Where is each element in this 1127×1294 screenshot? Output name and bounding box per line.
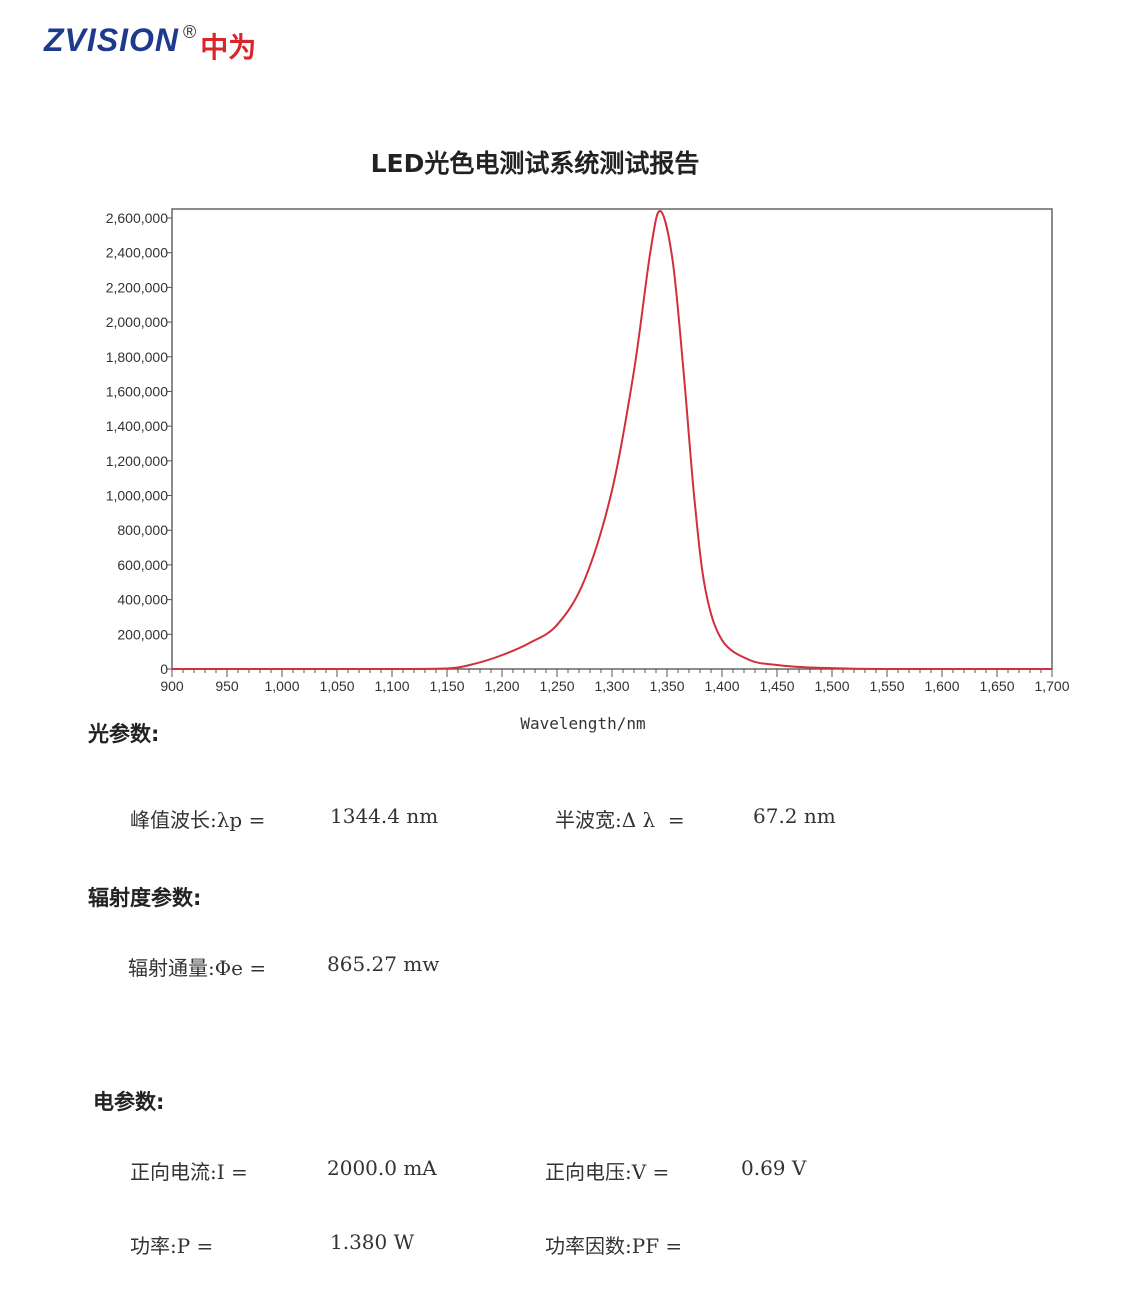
y-tick-label: 1,000,000 — [106, 488, 168, 504]
y-tick-label: 1,200,000 — [106, 453, 168, 469]
logo: ZVISION ® 中为 — [44, 22, 256, 66]
y-tick-label: 2,000,000 — [106, 314, 168, 330]
x-tick-label: 1,250 — [539, 678, 574, 694]
electrical-heading: 电参数: — [93, 1090, 165, 1114]
registered-mark: ® — [183, 22, 197, 42]
voltage-label: 正向电压:V = — [545, 1160, 670, 1184]
current-label: 正向电流:I = — [130, 1160, 248, 1184]
x-tick-label: 1,150 — [429, 678, 464, 694]
current-value: 2000.0 mA — [327, 1156, 437, 1180]
plot-frame — [171, 208, 1053, 670]
y-tick-label: 2,400,000 — [106, 245, 168, 261]
logo-chinese: 中为 — [200, 31, 257, 64]
y-tick-label: 1,400,000 — [106, 418, 168, 434]
voltage-value: 0.69 V — [741, 1156, 807, 1180]
logo-text: ZVISION — [44, 22, 180, 58]
x-tick-label: 1,500 — [814, 678, 849, 694]
x-tick-label: 1,350 — [649, 678, 684, 694]
x-tick-label: 1,450 — [759, 678, 794, 694]
x-tick-label: 1,100 — [374, 678, 409, 694]
x-tick-label: 1,550 — [869, 678, 904, 694]
x-tick-label: 1,700 — [1034, 678, 1069, 694]
x-tick-label: 900 — [160, 678, 184, 694]
fwhm-value: 67.2 nm — [753, 804, 836, 828]
y-tick-label: 800,000 — [117, 522, 168, 538]
x-tick-label: 1,050 — [319, 678, 354, 694]
optical-heading: 光参数: — [88, 722, 160, 746]
y-tick-label: 2,200,000 — [106, 279, 168, 295]
peak-label: 峰值波长:λp = — [130, 808, 266, 832]
y-tick-label: 200,000 — [117, 626, 168, 642]
spectrum-chart: 0 200,000 400,000 600,000 800,000 1,000,000 1,… — [106, 208, 1070, 733]
x-tick-label: 1,600 — [924, 678, 959, 694]
x-tick-label: 1,200 — [484, 678, 519, 694]
x-tick-label: 950 — [215, 678, 239, 694]
x-axis-label: Wavelength/nm — [520, 714, 645, 733]
y-tick-label: 1,600,000 — [106, 383, 168, 399]
y-tick-label: 2,600,000 — [106, 210, 168, 226]
peak-value: 1344.4 nm — [330, 804, 439, 828]
radiometric-heading: 辐射度参数: — [88, 886, 202, 910]
power-value: 1.380 W — [330, 1230, 415, 1254]
flux-label: 辐射通量:Φe = — [128, 956, 267, 980]
y-tick-label: 1,800,000 — [106, 349, 168, 365]
spectrum-line-0 — [172, 210, 1052, 671]
flux-value: 865.27 mw — [327, 952, 440, 976]
report-title: LED光色电测试系统测试报告 — [370, 149, 700, 178]
fwhm-label: 半波宽:Δ λ = — [555, 808, 685, 832]
x-tick-label: 1,400 — [704, 678, 739, 694]
x-tick-label: 1,000 — [264, 678, 299, 694]
y-tick-label: 400,000 — [117, 592, 168, 608]
y-tick-label: 600,000 — [117, 557, 168, 573]
power-label: 功率:P = — [130, 1234, 214, 1258]
y-tick-label: 0 — [160, 661, 168, 677]
x-tick-label: 1,300 — [594, 678, 629, 694]
pf-label: 功率因数:PF = — [545, 1234, 683, 1258]
x-tick-label: 1,650 — [979, 678, 1014, 694]
